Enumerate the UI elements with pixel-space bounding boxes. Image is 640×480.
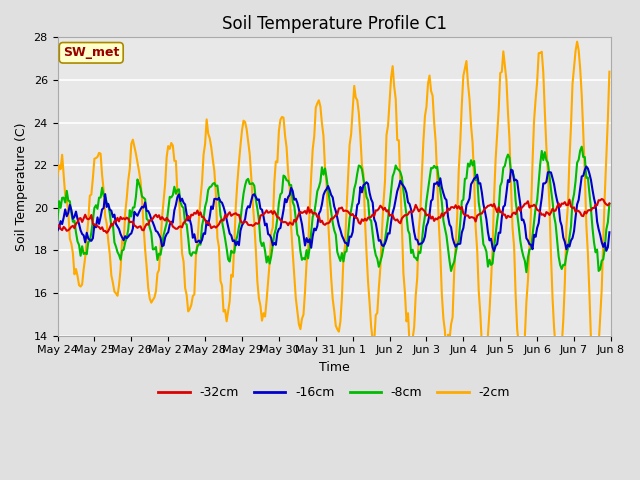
Y-axis label: Soil Temperature (C): Soil Temperature (C) <box>15 122 28 251</box>
X-axis label: Time: Time <box>319 361 349 374</box>
Title: Soil Temperature Profile C1: Soil Temperature Profile C1 <box>221 15 447 33</box>
Legend: -32cm, -16cm, -8cm, -2cm: -32cm, -16cm, -8cm, -2cm <box>154 381 515 404</box>
Text: SW_met: SW_met <box>63 46 120 60</box>
